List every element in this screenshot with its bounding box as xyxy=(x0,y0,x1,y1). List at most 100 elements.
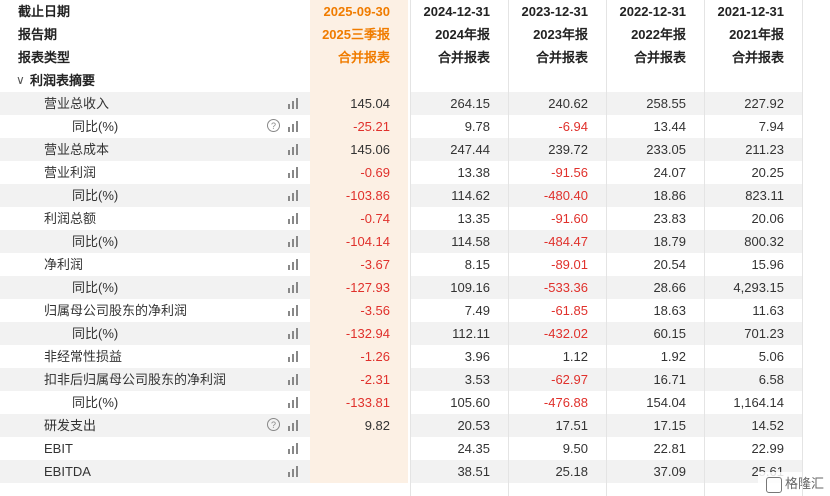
section-label: 利润表摘要 xyxy=(30,73,96,88)
value-cell: 24.07 xyxy=(653,165,686,180)
value-cell: 154.04 xyxy=(646,395,686,410)
value-cell: 114.58 xyxy=(410,230,508,253)
value-cell: -1.26 xyxy=(310,345,408,368)
value-cell: 17.51 xyxy=(508,414,606,437)
watermark-logo-icon xyxy=(765,476,782,493)
value-cell: 38.51 xyxy=(410,460,508,483)
value-cell: -62.97 xyxy=(508,368,606,391)
bar-chart-icon[interactable] xyxy=(287,143,300,156)
header-cell: 2023-12-31 xyxy=(521,4,589,19)
value-cell: 13.44 xyxy=(653,119,686,134)
question-circle-icon[interactable]: ? xyxy=(267,418,280,431)
section-row[interactable]: ∨ 利润表摘要 xyxy=(0,69,830,92)
bar-chart-icon[interactable] xyxy=(287,212,300,225)
value-cell: 145.04 xyxy=(310,92,408,115)
value-cell: 3.53 xyxy=(410,368,508,391)
value-cell: -61.85 xyxy=(551,303,588,318)
header-label: 截止日期 xyxy=(18,4,71,19)
value-cell: 114.62 xyxy=(410,184,508,207)
value-cell: 22.99 xyxy=(751,441,784,456)
row-label: 同比(%) xyxy=(72,395,119,410)
bar-chart-icon[interactable] xyxy=(287,373,300,386)
value-cell: 20.53 xyxy=(410,414,508,437)
table-row: 研发支出? 9.82 20.53 17.51 17.15 14.52 xyxy=(0,414,830,437)
value-cell: 18.63 xyxy=(653,303,686,318)
row-label: 同比(%) xyxy=(72,188,119,203)
header-label: 报告期 xyxy=(18,27,58,42)
bar-chart-icon[interactable] xyxy=(287,304,300,317)
value-cell: -104.14 xyxy=(310,230,408,253)
value-cell: 227.92 xyxy=(704,92,802,115)
value-cell: 20.25 xyxy=(751,165,784,180)
bar-chart-icon[interactable] xyxy=(287,235,300,248)
table-row: 同比(%)? -25.21 9.78 -6.94 13.44 7.94 xyxy=(0,115,830,138)
value-cell: -91.56 xyxy=(551,165,588,180)
bar-chart-icon[interactable] xyxy=(287,166,300,179)
row-label: 净利润 xyxy=(44,257,84,272)
value-cell: 1.92 xyxy=(660,349,686,364)
value-cell: 60.15 xyxy=(606,322,704,345)
table-row: 同比(%) -133.81 105.60 -476.88 154.04 1,164.14 xyxy=(0,391,830,414)
header-row: 报告期 2025三季报 2024年报 2023年报 2022年报 2021年报 xyxy=(0,23,830,46)
value-cell: 9.50 xyxy=(562,441,588,456)
table-row: 同比(%) -132.94 112.11 -432.02 60.15 701.23 xyxy=(0,322,830,345)
value-cell: -89.01 xyxy=(551,257,588,272)
value-cell: 1.12 xyxy=(562,349,588,364)
value-cell: 18.79 xyxy=(606,230,704,253)
value-cell: 823.11 xyxy=(704,184,802,207)
header-row: 截止日期 2025-09-30 2024-12-31 2023-12-31 2022-1… xyxy=(0,0,830,23)
table-row: 扣非后归属母公司股东的净利润 -2.31 3.53 -62.97 16.71 6.58 xyxy=(0,368,830,391)
table-row: 非经常性损益 -1.26 3.96 1.12 1.92 5.06 xyxy=(0,345,830,368)
value-cell: 8.15 xyxy=(464,257,490,272)
value-cell: -476.88 xyxy=(543,395,588,410)
bar-chart-icon[interactable] xyxy=(287,327,300,340)
value-cell: 3.96 xyxy=(464,349,490,364)
row-label: 同比(%) xyxy=(72,234,119,249)
value-cell: 18.86 xyxy=(606,184,704,207)
bar-chart-icon[interactable] xyxy=(287,97,300,110)
bar-chart-icon[interactable] xyxy=(287,120,300,133)
header-cell: 合并报表 xyxy=(535,50,588,65)
value-cell: 20.06 xyxy=(751,211,784,226)
bar-chart-icon[interactable] xyxy=(287,258,300,271)
header-cell: 2021-12-31 xyxy=(717,4,785,19)
value-cell: 7.94 xyxy=(758,119,784,134)
value-cell: -127.93 xyxy=(310,276,408,299)
table-row: 营业利润 -0.69 13.38 -91.56 24.07 20.25 xyxy=(0,161,830,184)
value-cell: 17.15 xyxy=(606,414,704,437)
row-label: EBITDA xyxy=(44,464,91,479)
header-cell: 2023年报 xyxy=(533,27,588,42)
value-cell: -103.86 xyxy=(310,184,408,207)
header-cell: 合并报表 xyxy=(310,46,408,69)
watermark: 格隆汇 xyxy=(758,472,830,496)
bar-chart-icon[interactable] xyxy=(287,350,300,363)
value-cell: 258.55 xyxy=(606,92,704,115)
chevron-down-icon[interactable]: ∨ xyxy=(16,73,25,87)
value-cell: 145.06 xyxy=(310,138,408,161)
value-cell: 28.66 xyxy=(606,276,704,299)
table-row: 净利润 -3.67 8.15 -89.01 20.54 15.96 xyxy=(0,253,830,276)
value-cell: -6.94 xyxy=(558,119,588,134)
column-divider xyxy=(802,0,803,496)
question-circle-icon[interactable]: ? xyxy=(267,119,280,132)
value-cell: 13.38 xyxy=(457,165,490,180)
bar-chart-icon[interactable] xyxy=(287,281,300,294)
row-label: 利润总额 xyxy=(44,211,97,226)
bar-chart-icon[interactable] xyxy=(287,396,300,409)
value-cell: 105.60 xyxy=(450,395,490,410)
header-cell: 2022年报 xyxy=(631,27,686,42)
value-cell: 239.72 xyxy=(508,138,606,161)
column-divider xyxy=(704,0,705,496)
value-cell: 109.16 xyxy=(410,276,508,299)
header-cell: 2024年报 xyxy=(435,27,490,42)
bar-chart-icon[interactable] xyxy=(287,442,300,455)
value-cell: 701.23 xyxy=(704,322,802,345)
bar-chart-icon[interactable] xyxy=(287,189,300,202)
value-cell: 233.05 xyxy=(606,138,704,161)
header-cell: 合并报表 xyxy=(633,50,686,65)
value-cell: 25.18 xyxy=(508,460,606,483)
value-cell: 16.71 xyxy=(606,368,704,391)
bar-chart-icon[interactable] xyxy=(287,419,300,432)
bar-chart-icon[interactable] xyxy=(287,465,300,478)
